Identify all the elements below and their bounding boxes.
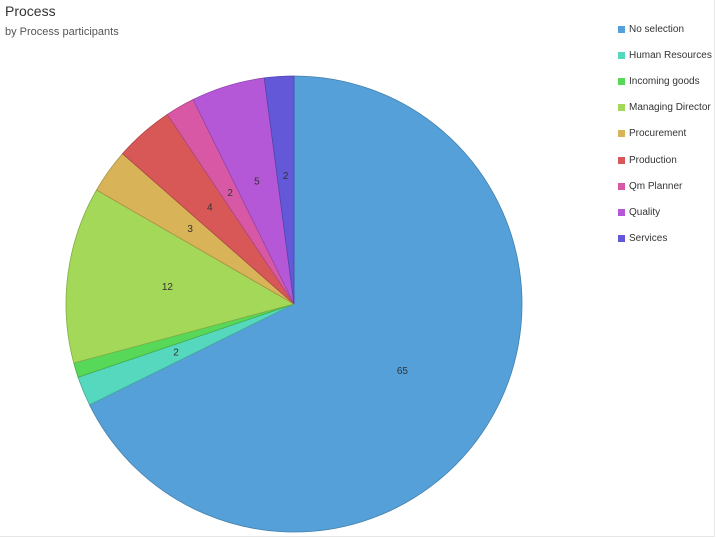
pie-slice-no-selection[interactable]	[88, 75, 523, 533]
legend-item[interactable]: Human Resources	[618, 42, 712, 68]
slice-value-label: 2	[173, 348, 179, 359]
pie-slices	[65, 75, 523, 533]
slice-value-label: 65	[397, 366, 409, 377]
slice-value-label: 12	[162, 282, 174, 293]
legend-item[interactable]: Qm Planner	[618, 173, 712, 199]
legend-label: Services	[629, 233, 668, 245]
legend-swatch	[618, 51, 625, 59]
slice-value-label: 4	[207, 203, 213, 214]
legend-swatch	[618, 156, 625, 164]
legend-item[interactable]: Managing Director	[618, 95, 712, 121]
pie-labels: 65 2 12 3 4 2 5 2	[162, 171, 409, 377]
legend-item[interactable]: Incoming goods	[618, 68, 712, 94]
legend-label: Procurement	[629, 128, 687, 140]
legend-swatch	[618, 77, 625, 85]
legend-label: No selection	[629, 23, 685, 35]
legend-swatch	[618, 104, 625, 112]
legend-item[interactable]: No selection	[618, 16, 712, 42]
legend-label: Quality	[629, 206, 661, 218]
legend-label: Production	[629, 154, 677, 166]
legend-label: Incoming goods	[629, 75, 700, 87]
chart-title: Process	[5, 3, 56, 19]
slice-value-label: 2	[227, 188, 233, 199]
pie-slice-services[interactable]	[263, 75, 295, 305]
legend-item[interactable]: Procurement	[618, 121, 712, 147]
legend-item[interactable]: Production	[618, 147, 712, 173]
slice-value-label: 2	[283, 171, 289, 182]
slice-value-label: 3	[187, 224, 193, 235]
legend-label: Human Resources	[629, 49, 712, 61]
legend-label: Managing Director	[629, 102, 711, 114]
legend-swatch	[618, 235, 625, 243]
chart-subtitle: by Process participants	[5, 26, 119, 38]
legend-swatch	[618, 130, 625, 138]
slice-value-label: 5	[254, 176, 260, 187]
pie-slice-managing-director[interactable]	[65, 189, 296, 364]
legend-item[interactable]: Services	[618, 226, 712, 252]
legend-swatch	[618, 208, 625, 216]
chart-legend: No selection Human Resources Incoming good…	[618, 16, 712, 252]
legend-swatch	[618, 25, 625, 33]
legend-label: Qm Planner	[629, 180, 683, 192]
legend-swatch	[618, 182, 625, 190]
legend-item[interactable]: Quality	[618, 199, 712, 225]
